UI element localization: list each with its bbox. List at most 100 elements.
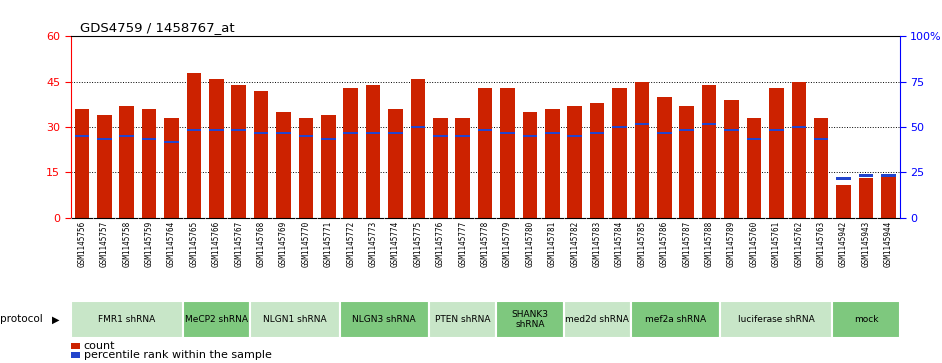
Text: NLGN3 shRNA: NLGN3 shRNA: [352, 315, 416, 324]
Text: GSM1145775: GSM1145775: [414, 221, 422, 267]
Bar: [500, 132, 515, 134]
Bar: [321, 138, 335, 140]
Text: GSM1145764: GSM1145764: [167, 221, 176, 267]
Bar: [724, 129, 739, 131]
Text: luciferase shRNA: luciferase shRNA: [738, 315, 815, 324]
Bar: [388, 132, 403, 134]
Bar: [523, 135, 537, 137]
Bar: [74, 109, 89, 218]
Text: GSM1145776: GSM1145776: [436, 221, 445, 267]
Bar: [276, 112, 291, 218]
Bar: [859, 179, 873, 218]
Bar: [142, 138, 156, 140]
Text: GSM1145944: GSM1145944: [884, 221, 893, 267]
Bar: [365, 132, 381, 134]
Bar: [769, 129, 784, 131]
Bar: [411, 126, 425, 128]
Bar: [635, 82, 649, 218]
Bar: [71, 352, 80, 359]
Text: GSM1145786: GSM1145786: [659, 221, 669, 267]
Bar: [478, 129, 493, 131]
Text: GSM1145788: GSM1145788: [705, 221, 714, 267]
Text: GSM1145772: GSM1145772: [347, 221, 355, 267]
Bar: [679, 106, 694, 218]
Text: ▶: ▶: [52, 314, 59, 325]
Text: protocol: protocol: [0, 314, 42, 325]
Bar: [747, 138, 761, 140]
Bar: [814, 138, 828, 140]
Text: GSM1145757: GSM1145757: [100, 221, 108, 267]
Text: PTEN shRNA: PTEN shRNA: [435, 315, 491, 324]
Bar: [836, 177, 851, 180]
Bar: [455, 135, 470, 137]
Text: GSM1145762: GSM1145762: [794, 221, 804, 267]
Bar: [388, 109, 403, 218]
Text: FMR1 shRNA: FMR1 shRNA: [98, 315, 155, 324]
Bar: [881, 174, 896, 177]
Text: GSM1145783: GSM1145783: [593, 221, 602, 267]
Bar: [97, 115, 111, 218]
Bar: [411, 79, 425, 218]
Text: GSM1145767: GSM1145767: [235, 221, 243, 267]
Bar: [590, 132, 605, 134]
Bar: [433, 118, 447, 218]
Text: GSM1145789: GSM1145789: [727, 221, 736, 267]
Bar: [455, 118, 470, 218]
Bar: [253, 91, 268, 218]
Bar: [747, 118, 761, 218]
Bar: [658, 132, 672, 134]
Text: count: count: [84, 341, 115, 351]
Text: GSM1145780: GSM1145780: [526, 221, 534, 267]
Bar: [97, 138, 111, 140]
Bar: [859, 174, 873, 177]
Bar: [721, 301, 833, 338]
Text: GDS4759 / 1458767_at: GDS4759 / 1458767_at: [80, 21, 235, 34]
Bar: [631, 301, 721, 338]
Bar: [702, 85, 717, 218]
Text: GSM1145756: GSM1145756: [77, 221, 87, 267]
Text: GSM1145781: GSM1145781: [548, 221, 557, 267]
Bar: [253, 132, 268, 134]
Bar: [250, 301, 339, 338]
Bar: [545, 109, 560, 218]
Bar: [724, 100, 739, 218]
Bar: [183, 301, 250, 338]
Text: GSM1145785: GSM1145785: [638, 221, 646, 267]
Text: GSM1145773: GSM1145773: [368, 221, 378, 267]
Text: GSM1145778: GSM1145778: [480, 221, 490, 267]
Bar: [833, 301, 900, 338]
Text: GSM1145760: GSM1145760: [750, 221, 758, 267]
Text: GSM1145765: GSM1145765: [189, 221, 199, 267]
Bar: [187, 129, 202, 131]
Bar: [814, 118, 828, 218]
Bar: [276, 132, 291, 134]
Bar: [612, 126, 626, 128]
Bar: [299, 135, 313, 137]
Text: percentile rank within the sample: percentile rank within the sample: [84, 350, 271, 360]
Bar: [164, 118, 179, 218]
Text: mef2a shRNA: mef2a shRNA: [645, 315, 706, 324]
Bar: [433, 135, 447, 137]
Bar: [142, 109, 156, 218]
Bar: [71, 301, 183, 338]
Bar: [478, 88, 493, 218]
Bar: [791, 82, 806, 218]
Bar: [836, 184, 851, 218]
Text: MeCP2 shRNA: MeCP2 shRNA: [185, 315, 248, 324]
Bar: [500, 88, 515, 218]
Text: SHANK3
shRNA: SHANK3 shRNA: [512, 310, 548, 329]
Bar: [187, 73, 202, 218]
Bar: [545, 132, 560, 134]
Text: mock: mock: [853, 315, 878, 324]
Bar: [74, 135, 89, 137]
Bar: [881, 175, 896, 218]
Bar: [567, 135, 582, 137]
Bar: [612, 88, 626, 218]
Bar: [563, 301, 631, 338]
Bar: [365, 85, 381, 218]
Text: GSM1145758: GSM1145758: [122, 221, 131, 267]
Bar: [658, 97, 672, 218]
Text: GSM1145768: GSM1145768: [256, 221, 266, 267]
Bar: [71, 343, 80, 349]
Bar: [164, 141, 179, 143]
